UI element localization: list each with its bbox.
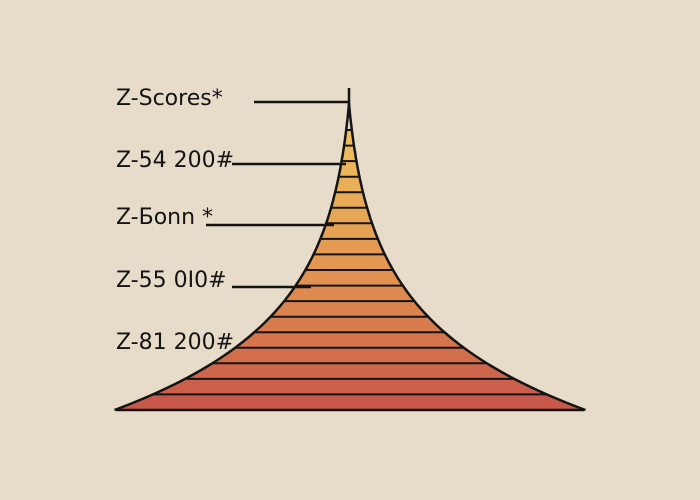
color-band <box>212 347 487 364</box>
color-band <box>152 378 547 395</box>
z-label-3: Z-55 0I0# <box>116 268 227 293</box>
color-band <box>185 363 515 379</box>
z-label-4: Z-81 200# <box>116 330 235 355</box>
color-bands <box>114 130 586 410</box>
color-band <box>235 332 464 348</box>
label-leaders <box>206 100 349 289</box>
color-band <box>305 254 393 270</box>
color-band <box>295 270 403 286</box>
color-band <box>335 176 363 193</box>
color-band <box>254 316 445 333</box>
color-band <box>114 394 586 410</box>
color-band <box>313 238 385 255</box>
color-band <box>331 192 368 208</box>
color-band <box>284 285 415 302</box>
color-band <box>341 145 357 162</box>
z-label-2: Z-Бonn * <box>116 205 214 230</box>
z-label-1: Z-54 200# <box>116 148 235 173</box>
color-band <box>320 223 378 239</box>
color-band <box>270 301 429 317</box>
band-dividers <box>152 129 547 396</box>
color-band <box>326 207 372 224</box>
z-scores-label: Z-Scores* <box>116 86 223 111</box>
